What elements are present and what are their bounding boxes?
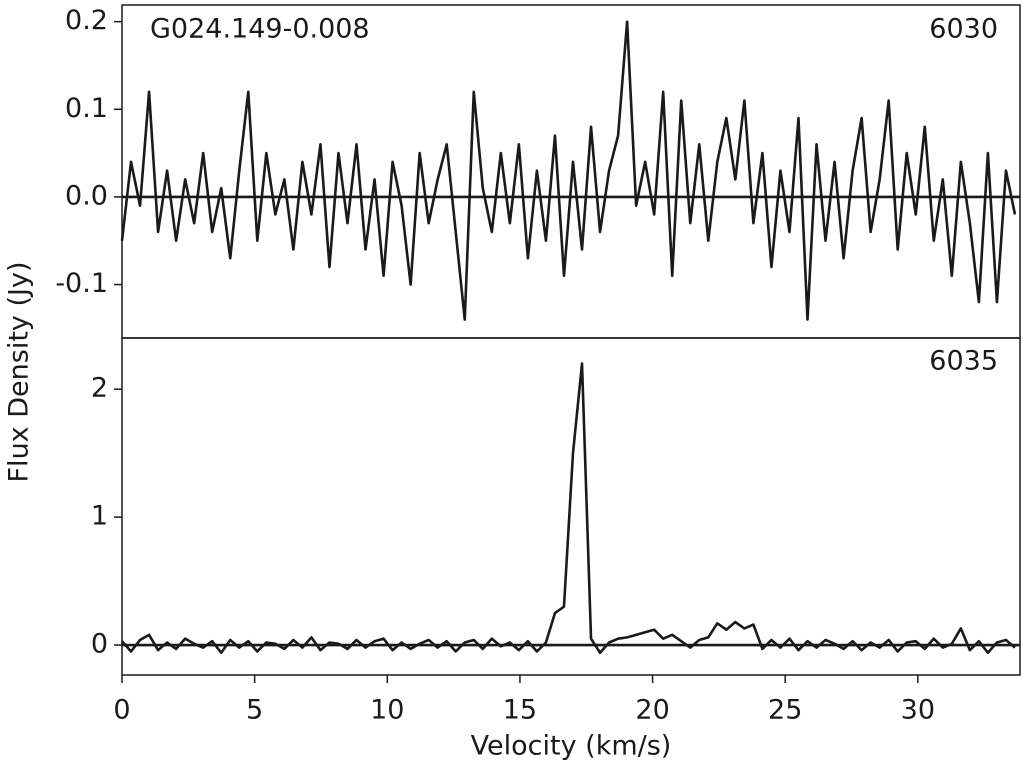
y-tick-label: 0	[91, 629, 108, 660]
y-tick-label: 2	[91, 373, 108, 404]
x-tick-label: 5	[246, 695, 263, 726]
y-tick-label: -0.1	[55, 268, 108, 299]
y-tick-label: 1	[91, 501, 108, 532]
source-label: G024.149-0.008	[150, 14, 370, 45]
panel-label: 6030	[929, 14, 998, 45]
spectrum-line	[120, 20, 1017, 321]
x-tick-label: 10	[370, 695, 404, 726]
x-axis-label: Velocity (km/s)	[471, 731, 672, 762]
x-tick-label: 15	[503, 695, 537, 726]
x-tick-label: 25	[768, 695, 802, 726]
x-tick-label: 0	[113, 695, 130, 726]
x-tick-label: 20	[635, 695, 669, 726]
y-tick-label: 0.2	[65, 5, 108, 36]
plot-frame	[121, 337, 1021, 676]
x-tick-label: 30	[901, 695, 935, 726]
panel-label: 6035	[929, 346, 998, 377]
spectrum-line	[121, 362, 1016, 655]
y-tick-label: 0.0	[65, 180, 108, 211]
y-tick-label: 0.1	[65, 93, 108, 124]
y-axis-label: Flux Density (Jy)	[4, 262, 35, 483]
